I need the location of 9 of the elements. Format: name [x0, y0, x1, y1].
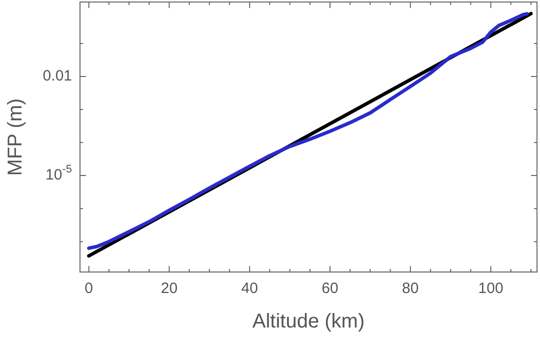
x-tick-label: 80 [402, 280, 419, 298]
y-axis-title: MFP (m) [4, 98, 27, 176]
x-tick-label: 20 [160, 280, 178, 298]
x-tick-label: 100 [478, 280, 504, 298]
x-axis-title: Altitude (km) [252, 310, 365, 333]
y-tick-label: 0.01 [42, 68, 72, 85]
x-tick-label: 60 [322, 280, 338, 298]
x-tick-label: 40 [241, 280, 258, 298]
x-tick-label: 0 [84, 280, 94, 298]
